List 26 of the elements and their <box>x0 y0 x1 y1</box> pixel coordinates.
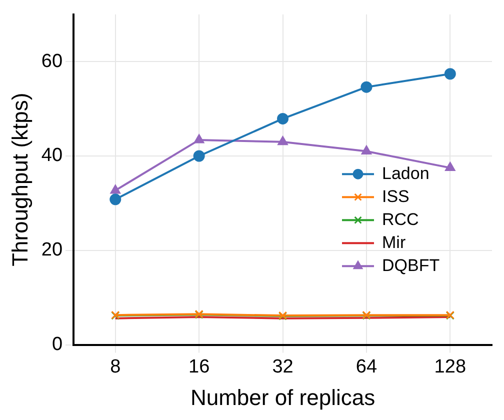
legend-label: Ladon <box>382 164 430 183</box>
point <box>445 162 456 172</box>
point <box>444 68 456 80</box>
y-tick-label: 60 <box>41 50 63 72</box>
x-tick-label: 8 <box>110 356 121 378</box>
x-tick-label: 128 <box>434 356 466 378</box>
x-tick-label: 64 <box>356 356 378 378</box>
point <box>193 150 205 162</box>
point <box>360 81 372 93</box>
y-axis-title: Throughput (ktps) <box>7 92 32 266</box>
legend-label: RCC <box>382 210 419 229</box>
y-tick-label: 40 <box>41 145 63 166</box>
legend-label: Mir <box>382 232 406 252</box>
y-tick-label: 20 <box>41 240 63 261</box>
point <box>110 184 120 194</box>
point <box>361 146 372 155</box>
point <box>278 136 288 146</box>
point <box>277 112 289 124</box>
x-tick-label: 32 <box>272 356 294 378</box>
point <box>110 194 122 206</box>
legend-label: DQBFT <box>382 256 440 275</box>
point <box>194 134 204 144</box>
legend-label: ISS <box>382 186 410 206</box>
y-tick-label: 0 <box>52 334 63 356</box>
x-axis-title: Number of replicas <box>190 384 376 410</box>
x-tick-label: 16 <box>188 356 210 378</box>
